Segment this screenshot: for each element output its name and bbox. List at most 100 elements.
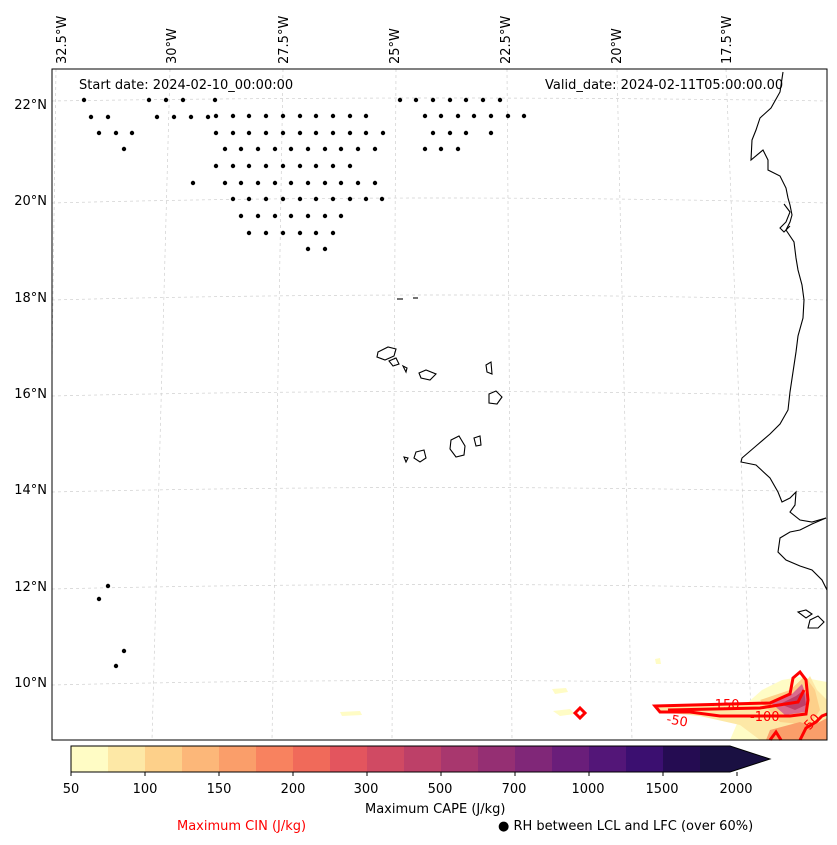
rh-dot (246, 196, 252, 202)
cin-label-150: -150 (710, 698, 740, 713)
colorbar-segment (552, 746, 590, 772)
cbar-tick-300: 300 (353, 782, 379, 797)
cbar-tick-1000: 1000 (571, 782, 605, 797)
rh-dot (212, 97, 218, 103)
rh-dot (488, 130, 494, 136)
rh-dot (280, 230, 286, 236)
rh-dot (488, 113, 494, 119)
rh-dot (255, 180, 261, 186)
rh-dot (330, 230, 336, 236)
colorbar-segment (589, 746, 627, 772)
rh-dot (105, 114, 111, 120)
rh-dot (372, 146, 378, 152)
lon-label-27-5w: 27.5°W (277, 15, 292, 64)
rh-dot (372, 180, 378, 186)
map-frame (51, 68, 828, 741)
colorbar-segment (145, 746, 183, 772)
rh-dot (313, 113, 319, 119)
rh-dot (213, 130, 219, 136)
cbar-tick-500: 500 (427, 782, 453, 797)
colorbar-segment (108, 746, 146, 772)
coastline (376, 71, 828, 629)
lon-label-30w: 30°W (165, 28, 180, 64)
rh-dot (272, 146, 278, 152)
rh-dot (205, 114, 211, 120)
colorbar-segment (182, 746, 220, 772)
lat-label-10n: 10°N (14, 676, 47, 691)
lat-label-22n: 22°N (14, 98, 47, 113)
rh-dot (347, 163, 353, 169)
lat-label-20n: 20°N (14, 194, 47, 209)
cape-colorbar (70, 745, 772, 776)
rh-dot (313, 230, 319, 236)
colorbar-outline (70, 745, 772, 773)
cbar-tick-150: 150 (206, 782, 232, 797)
cin-legend-label: Maximum CIN (J/kg) (177, 819, 307, 834)
colorbar-segment (367, 746, 405, 772)
rh-dot (313, 196, 319, 202)
lon-label-17-5w: 17.5°W (720, 15, 735, 64)
rh-dot (213, 163, 219, 169)
rh-dot (113, 130, 119, 136)
rh-dot (297, 230, 303, 236)
rh-dot (255, 213, 261, 219)
rh-dot (163, 97, 169, 103)
rh-dot (380, 130, 386, 136)
rh-dot (238, 213, 244, 219)
rh-dot (347, 130, 353, 136)
rh-dot (363, 113, 369, 119)
rh-dot (88, 114, 94, 120)
start-date: Start date: 2024-02-10_00:00:00 (79, 78, 294, 93)
rh-dot (230, 163, 236, 169)
rh-dot (246, 130, 252, 136)
colorbar-segment (404, 746, 442, 772)
rh-dot (338, 180, 344, 186)
rh-dot (480, 97, 486, 103)
rh-dot (263, 196, 269, 202)
rh-dot (121, 648, 127, 654)
colorbar-segment (330, 746, 368, 772)
rh-dot (246, 163, 252, 169)
cbar-tick-50: 50 (62, 782, 80, 797)
rh-dot (180, 97, 186, 103)
colorbar-segment (256, 746, 294, 772)
rh-dot (330, 163, 336, 169)
rh-dot (521, 113, 527, 119)
rh-dot (297, 130, 303, 136)
lat-label-18n: 18°N (14, 291, 47, 306)
rh-dot (305, 213, 311, 219)
rh-dot (146, 97, 152, 103)
rh-dot (280, 163, 286, 169)
cape-legend-label: Maximum CAPE (J/kg) (365, 802, 506, 817)
colorbar-segment (626, 746, 664, 772)
cin-label-50: -50 (665, 712, 689, 730)
rh-dot (297, 163, 303, 169)
rh-dot (105, 583, 111, 589)
lon-label-20w: 20°W (610, 28, 625, 64)
rh-dot (447, 97, 453, 103)
rh-dot (213, 113, 219, 119)
rh-dot (288, 146, 294, 152)
rh-dot (255, 146, 261, 152)
rh-stipple-dots (81, 97, 527, 669)
rh-dot (330, 113, 336, 119)
gridlines (51, 68, 828, 741)
lon-label-22-5w: 22.5°W (499, 15, 514, 64)
rh-dot (96, 130, 102, 136)
colorbar-segment (478, 746, 516, 772)
rh-dot (263, 230, 269, 236)
lon-label-25w: 25°W (388, 28, 403, 64)
colorbar-segment (663, 746, 701, 772)
rh-legend: ● RH between LCL and LFC (over 60%) (498, 819, 753, 834)
rh-dot (297, 196, 303, 202)
rh-dot (222, 180, 228, 186)
rh-dot (288, 213, 294, 219)
cbar-tick-200: 200 (280, 782, 306, 797)
rh-dot (222, 146, 228, 152)
colorbar-segment (441, 746, 479, 772)
rh-dot (81, 97, 87, 103)
rh-dot (280, 113, 286, 119)
colorbar-segment (293, 746, 331, 772)
cbar-tick-700: 700 (501, 782, 527, 797)
